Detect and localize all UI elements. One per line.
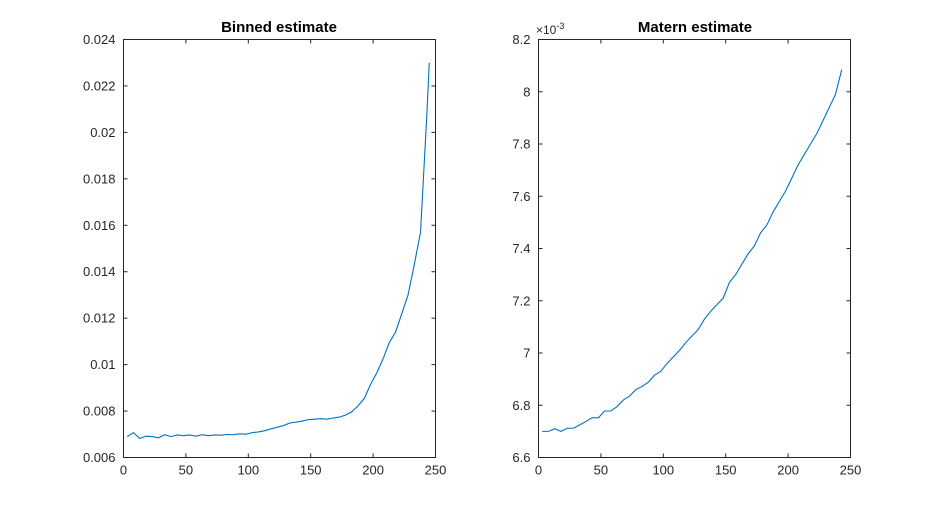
y-tick-label: 0.024 [83, 32, 116, 47]
y-tick-label: 0.012 [83, 311, 116, 326]
y-tick-label: 7.2 [512, 293, 530, 308]
y-tick-label: 8.2 [512, 32, 530, 47]
plot-area [538, 39, 851, 458]
binned-estimate-axes: Binned estimate 0 50 100 150 200 250 0.006 0.00… [83, 19, 446, 478]
chart-title: Binned estimate [221, 19, 337, 36]
series-line [126, 62, 430, 440]
series-layer [542, 69, 843, 432]
x-tick-label: 150 [300, 463, 322, 478]
tick-label-layer: 0 50 100 150 200 250 6.6 6.8 7 7.2 7.4 7.6 7.8 8 8.2 [512, 32, 861, 478]
x-tick-label: 200 [777, 463, 799, 478]
x-tick-label: 0 [120, 463, 127, 478]
plot-area [123, 39, 436, 458]
x-tick-label: 50 [179, 463, 193, 478]
x-tick-label: 100 [652, 463, 674, 478]
y-tick-label: 0.022 [83, 78, 116, 93]
chart-title: Matern estimate [638, 19, 752, 36]
tick-layer [538, 39, 851, 458]
y-exponent-label: ×10-3 [536, 21, 564, 37]
y-tick-label: 0.01 [90, 357, 115, 372]
y-tick-label: 0.006 [83, 450, 116, 465]
y-tick-label: 7 [523, 346, 530, 361]
series-line [542, 69, 843, 432]
y-tick-label: 7.6 [512, 189, 530, 204]
series-layer [126, 62, 430, 440]
x-tick-label: 250 [840, 463, 862, 478]
x-tick-label: 200 [362, 463, 384, 478]
y-tick-label: 0.016 [83, 218, 116, 233]
y-tick-label: 8 [523, 84, 530, 99]
y-tick-label: 0.008 [83, 404, 116, 419]
x-tick-label: 0 [535, 463, 542, 478]
y-tick-label: 0.014 [83, 264, 116, 279]
x-tick-label: 100 [237, 463, 259, 478]
y-tick-label: 0.018 [83, 171, 116, 186]
tick-layer [123, 39, 436, 458]
y-exponent-base: ×10 [536, 23, 557, 37]
y-tick-label: 6.8 [512, 398, 530, 413]
y-tick-label: 7.4 [512, 241, 530, 256]
x-tick-label: 250 [425, 463, 447, 478]
matern-estimate-axes: Matern estimate ×10-3 0 50 100 150 200 250 6.6… [512, 19, 861, 478]
x-tick-label: 150 [715, 463, 737, 478]
tick-label-layer: 0 50 100 150 200 250 0.006 0.008 0.01 0.012 0.014 0… [83, 32, 446, 478]
x-tick-label: 50 [594, 463, 608, 478]
y-exponent-power: -3 [556, 21, 564, 31]
y-tick-label: 0.02 [90, 125, 115, 140]
y-tick-label: 7.8 [512, 137, 530, 152]
y-tick-label: 6.6 [512, 450, 530, 465]
